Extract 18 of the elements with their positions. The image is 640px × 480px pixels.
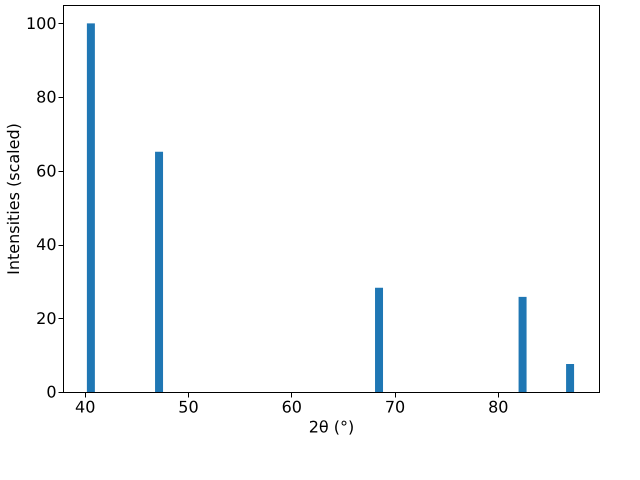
x-tick-label: 80 [488,398,508,416]
y-axis-title: Intensities (scaled) [4,123,23,275]
x-tick-label: 50 [178,398,199,416]
y-tick-label: 60 [36,161,56,180]
y-tick-label: 40 [36,235,56,254]
x-tick-label: 40 [75,398,96,416]
y-tick-label: 80 [36,88,56,107]
y-tick-label: 0 [46,382,56,402]
bar [86,23,95,392]
x-axis-title: 2θ (°) [308,418,354,436]
x-tick-label: 70 [384,398,406,416]
y-tick-label: 20 [36,308,56,328]
bar [566,364,574,392]
x-tick-label: 60 [282,398,302,416]
bar [375,288,384,392]
y-tick-label: 100 [26,14,56,33]
bar [518,296,527,392]
bar [155,152,164,392]
